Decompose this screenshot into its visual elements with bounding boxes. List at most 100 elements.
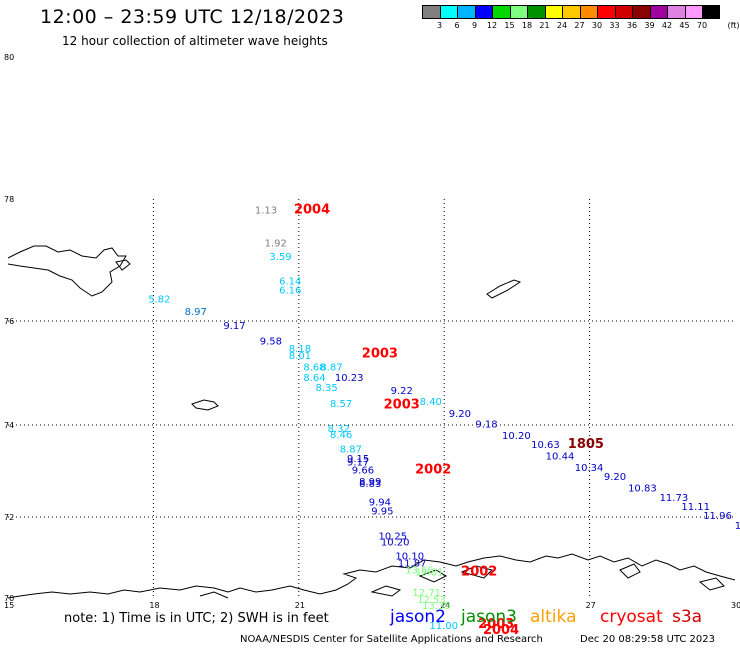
latitude-label: 74 [4,421,14,430]
satellite-name: jason3 [461,607,517,627]
wave-height-value: 11.96 [703,511,732,522]
wave-height-value: 10.84 [735,521,740,532]
wave-height-value: 9.20 [604,472,626,483]
legend-color-bar [422,5,740,19]
coastline-path [698,577,725,591]
wave-height-value: 9.94 [369,498,391,509]
wave-height-value: 11.00 [429,621,458,632]
legend-tick-label: 21 [539,21,550,30]
wave-height-value: 10.44 [546,452,575,463]
legend-swatch [439,5,457,19]
wave-height-value: 12.53 [417,595,446,606]
longitude-label: 24 [440,601,450,610]
legend-swatch [544,5,562,19]
wave-height-value: 8.64 [303,373,325,384]
satellite-name: altika [530,607,577,627]
legend-tick-label: 6 [454,21,460,30]
longitude-labels: 15 18 21 24 27 30 [4,601,740,610]
legend-labels: 3 6 9 12 15 18 21 24 27 30 33 36 39 42 45 70 (ft) [422,19,740,31]
wave-height-value: 10.63 [531,440,560,451]
legend-swatch [702,5,720,19]
wave-height-value: 9.95 [371,507,393,518]
legend-swatch [422,5,440,19]
legend-tick-label: 9 [471,21,478,30]
coastline-path [418,569,448,583]
map-subtitle: 12 hour collection of altimeter wave hei… [62,34,328,48]
legend-tick-label: 15 [504,21,515,30]
graticule [8,199,735,598]
coastline-path [486,279,522,299]
legend-tick-label: 42 [661,21,673,30]
coastlines [7,245,736,599]
coastline-path [460,565,493,579]
wave-height-value: 10.20 [502,431,531,442]
time-label: 2002 [415,462,451,477]
wave-height-value: 8.18 [289,344,311,355]
credit-line: NOAA/NESDIS Center for Satellite Applica… [240,634,543,645]
legend-swatch [492,5,510,19]
legend-swatch [667,5,685,19]
wave-height-value: 10.10 [395,552,424,563]
legend-tick-label: 33 [609,21,620,30]
wave-height-value: 8.57 [330,399,352,410]
legend-swatch [614,5,632,19]
wave-height-value: 8.68 [303,362,325,373]
legend-tick-label: 39 [644,21,655,30]
satellite-name: s3a [672,607,703,627]
legend-swatch [527,5,545,19]
satellite-name: jason2 [390,607,446,627]
wave-height-value: 13.81 [415,568,444,579]
coastline-path [370,585,402,597]
legend-tick-label: 45 [679,21,690,30]
legend-swatch [597,5,615,19]
longitude-label: 15 [4,601,14,610]
map-title: 12:00 – 23:59 UTC 12/18/2023 [40,6,345,28]
legend-tick-label: 24 [556,21,568,30]
time-label: 2002 [461,565,497,580]
wave-height-value: 9.17 [223,321,245,332]
coastline-path [191,399,219,411]
wave-height-value: 8.87 [340,445,362,456]
legend-tick-label: 36 [626,21,638,30]
wave-height-value: 10.34 [575,463,604,474]
longitude-label: 21 [295,601,305,610]
legend-swatch [649,5,667,19]
legend-tick-label: 18 [521,21,533,30]
wave-height-observations: 1.13 1.92 3.59 6.146.16 5.82 8.97 9.17 9.58 8.18… [148,203,740,638]
longitude-label: 18 [149,601,159,610]
generation-timestamp: Dec 20 08:29:58 UTC 2023 [580,634,715,645]
legend-swatch [509,5,527,19]
coastline-path [7,245,127,297]
wave-height-value: 8.46 [330,430,352,441]
longitude-label: 27 [586,601,596,610]
legend-swatch [579,5,597,19]
wave-height-value: 3.59 [269,252,291,263]
wave-height-value: 8.87 [320,362,342,373]
wave-height-value: 10.20 [381,537,410,548]
wave-height-value: 9.58 [260,336,282,347]
wave-height-value: 11.73 [660,493,689,504]
coastline-path [115,259,131,271]
satellite-name: cryosat [600,607,663,627]
wave-height-value: 8.83 [359,479,381,490]
wave-height-value: 8.97 [185,307,207,318]
wave-height-value: 1.92 [265,239,287,250]
legend-swatch [562,5,580,19]
legend-swatch [632,5,650,19]
legend-swatch [684,5,702,19]
wave-height-value: 5.82 [148,295,170,306]
legend-tick-label: 70 [696,21,708,30]
wave-height-value: 8.32 [328,424,350,435]
latitude-labels: 80 78 76 74 72 70 [4,53,14,603]
wave-height-value: 10.23 [335,373,364,384]
latitude-label: 70 [4,594,14,603]
longitude-label: 30 [731,601,740,610]
wave-height-value: 1.13 [255,206,277,217]
wave-height-value: 6.14 [279,276,301,287]
legend-tick-label: 27 [574,21,585,30]
wave-height-value: 13.66 [405,566,434,577]
coastline-path [199,591,229,599]
legend-unit: (ft) [727,21,740,30]
wave-height-value: 8.40 [420,397,442,408]
